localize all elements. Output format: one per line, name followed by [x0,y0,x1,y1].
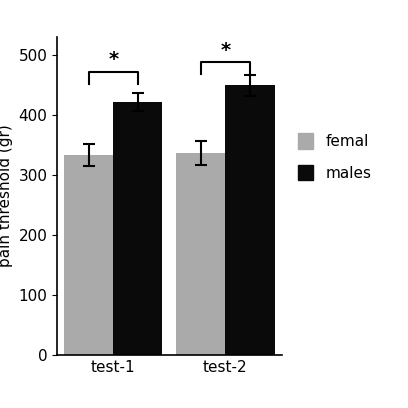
Bar [64,155,113,355]
Text: *: * [220,40,231,60]
Bar [113,102,162,355]
Bar [176,153,225,355]
Legend: femal, males: femal, males [298,133,372,181]
Bar [226,85,275,355]
Y-axis label: pain threshold (gr): pain threshold (gr) [0,124,13,267]
Text: *: * [108,50,118,69]
